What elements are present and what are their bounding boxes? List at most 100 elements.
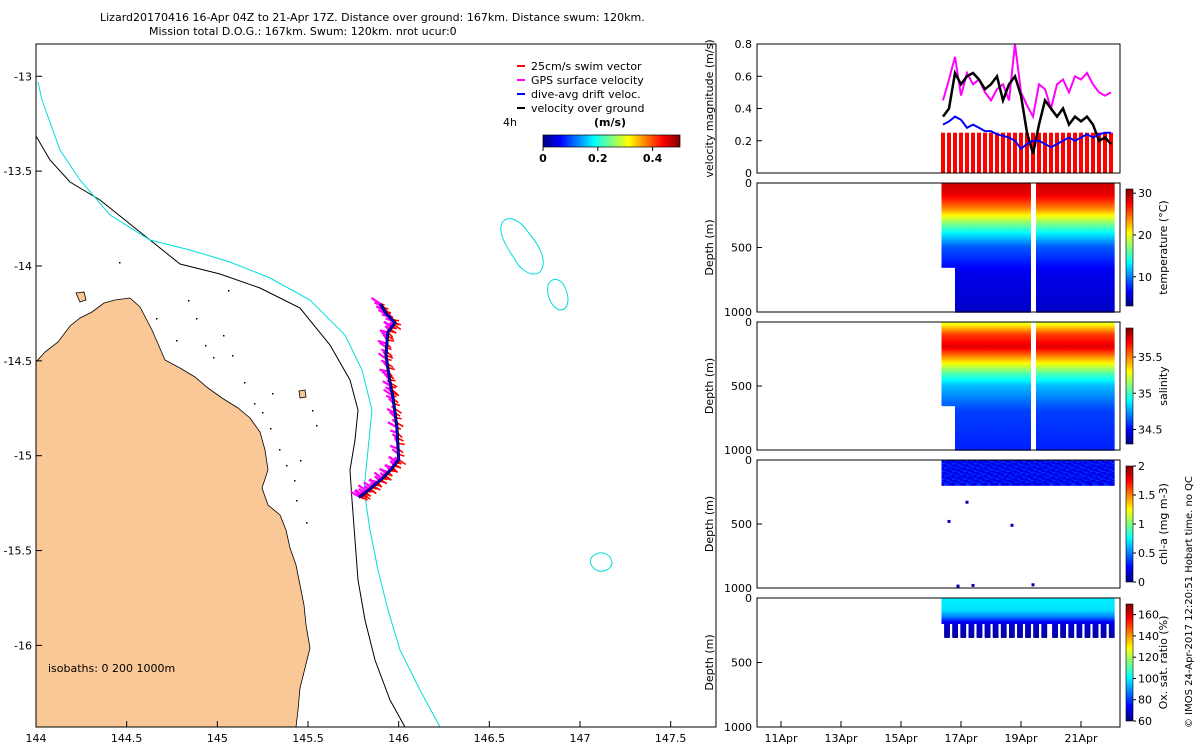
temperature-point xyxy=(1057,289,1061,293)
temperature-point xyxy=(990,236,994,240)
temperature-point xyxy=(976,278,980,282)
temperature-point xyxy=(1017,196,1021,200)
temperature-point xyxy=(973,195,977,199)
temperature-point xyxy=(1087,264,1091,268)
temperature-point xyxy=(1098,204,1102,208)
temperature-point xyxy=(984,258,988,262)
temperature-point xyxy=(995,218,999,222)
map-ytick-label: -13.5 xyxy=(4,165,32,178)
temperature-point xyxy=(990,260,994,264)
temperature-point xyxy=(1081,272,1085,276)
temperature-point xyxy=(963,202,967,206)
temperature-point xyxy=(1063,192,1066,196)
temperature-point xyxy=(1006,233,1010,237)
temperature-point xyxy=(1060,210,1064,214)
legend-gps-label: GPS surface velocity xyxy=(531,74,644,87)
temperature-point xyxy=(1090,224,1093,228)
temperature-point xyxy=(1057,264,1061,268)
temperature-point xyxy=(963,298,967,302)
temperature-point xyxy=(990,309,994,313)
temperature-point xyxy=(1054,309,1058,313)
temperature-point xyxy=(1087,278,1091,282)
temperature-point xyxy=(1046,278,1050,282)
temperature-point xyxy=(1038,192,1042,196)
temperature-point xyxy=(1071,291,1075,295)
temperature-point xyxy=(1011,249,1015,253)
temperature-point xyxy=(1098,289,1102,293)
temperature-point xyxy=(968,283,972,287)
swim-bar xyxy=(1001,132,1005,173)
temperature-point xyxy=(979,289,983,293)
temperature-point xyxy=(971,201,975,205)
temperature-point xyxy=(973,187,977,191)
temperature-point xyxy=(1060,288,1064,292)
temperature-point xyxy=(992,295,996,299)
temperature-point xyxy=(1009,188,1012,192)
temperature-point xyxy=(1011,301,1015,305)
temperature-point xyxy=(1052,192,1056,196)
temperature-point xyxy=(982,271,985,275)
temperature-point xyxy=(1073,266,1077,270)
temperature-point xyxy=(1076,209,1080,213)
temperature-point xyxy=(984,246,988,250)
temperature-point xyxy=(1071,274,1075,278)
temperature-point xyxy=(1000,227,1004,231)
temperature-point xyxy=(1009,309,1012,313)
temperature-point xyxy=(1081,274,1085,278)
temperature-point xyxy=(1076,235,1080,239)
temperature-point xyxy=(1098,266,1102,270)
temperature-point xyxy=(965,236,969,240)
temperature-point xyxy=(1095,188,1099,192)
temperature-point xyxy=(1084,274,1088,278)
temperature-point xyxy=(971,226,975,230)
temperature-point xyxy=(960,263,964,267)
temperature-point xyxy=(1003,212,1007,216)
temperature-point xyxy=(995,187,999,191)
temperature-point xyxy=(1025,226,1029,230)
temperature-point xyxy=(1063,232,1066,236)
temperature-point xyxy=(963,253,967,257)
temperature-point xyxy=(1065,300,1069,304)
temperature-point xyxy=(1087,280,1091,284)
temperature-point xyxy=(1027,182,1031,186)
temperature-point xyxy=(1014,226,1018,230)
temperature-point xyxy=(1019,284,1023,288)
temperature-point xyxy=(982,221,985,225)
temperature-point xyxy=(1017,235,1021,239)
temperature-point xyxy=(1079,298,1083,302)
temperature-point xyxy=(1049,224,1053,228)
temperature-point xyxy=(1071,244,1075,248)
temperature-point xyxy=(963,250,967,254)
temperature-point xyxy=(957,193,961,197)
temperature-point xyxy=(1079,190,1083,194)
temperature-point xyxy=(982,212,985,216)
temperature-point xyxy=(963,213,967,217)
temperature-point xyxy=(952,263,956,267)
temperature-point xyxy=(973,199,977,203)
temperature-point xyxy=(1041,233,1045,237)
reef-speck xyxy=(312,410,314,412)
temperature-point xyxy=(1057,263,1061,267)
temperature-point xyxy=(949,182,953,186)
temperature-point xyxy=(1000,207,1004,211)
temperature-point xyxy=(1011,253,1015,257)
temperature-point xyxy=(1060,247,1064,251)
temperature-point xyxy=(1025,267,1029,271)
temperature-point xyxy=(1071,210,1075,214)
temperature-point xyxy=(1081,275,1085,279)
temperature-point xyxy=(963,226,967,230)
temperature-point xyxy=(979,257,983,261)
temperature-point xyxy=(1103,206,1107,210)
temperature-point xyxy=(968,294,972,298)
temperature-point xyxy=(1060,212,1064,216)
temperature-point xyxy=(1090,278,1093,282)
temperature-point xyxy=(949,263,953,267)
temperature-point xyxy=(1071,298,1075,302)
temperature-point xyxy=(957,274,961,278)
temperature-point xyxy=(1081,192,1085,196)
temperature-point xyxy=(1079,209,1083,213)
temperature-point xyxy=(990,213,994,217)
temperature-point xyxy=(1011,201,1015,205)
temperature-point xyxy=(1049,246,1053,250)
temperature-point xyxy=(955,295,958,299)
